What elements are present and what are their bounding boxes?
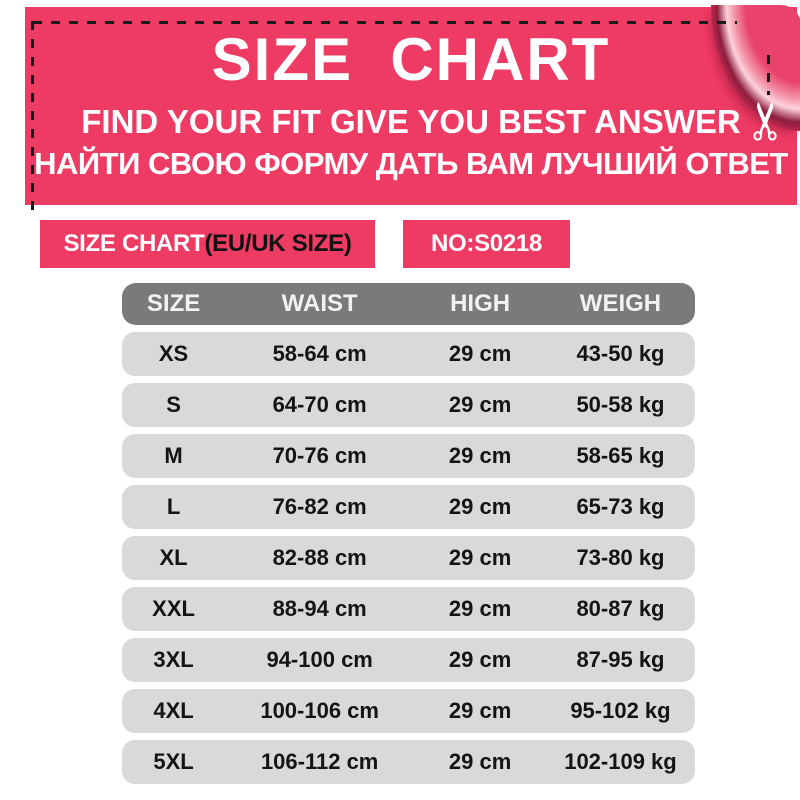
table-row: 4XL 100-106 cm 29 cm 95-102 kg	[122, 689, 695, 733]
size-table: SIZE WAIST HIGH WEIGH XS 58-64 cm 29 cm 43-50 …	[122, 283, 695, 784]
table-cell: 29 cm	[448, 545, 512, 570]
table-body: XS 58-64 cm 29 cm 43-50 kg S 64-70 cm 29 cm 50-…	[122, 332, 695, 784]
table-cell: XL	[159, 545, 188, 570]
table-cell: XS	[158, 341, 189, 366]
chart-label-size-system: (EU/UK SIZE)	[204, 230, 352, 257]
chart-label-main: SIZE CHART	[63, 230, 205, 257]
table-header-row: SIZE WAIST HIGH WEIGH	[122, 283, 695, 325]
table-cell: 70-76 cm	[272, 443, 367, 468]
table-cell: 43-50 kg	[576, 341, 665, 366]
banner-subtitle-ru: НАЙТИ СВОЮ ФОРМУ ДАТЬ ВАМ ЛУЧШИЙ ОТВЕТ	[34, 146, 788, 182]
cut-line-right	[767, 55, 770, 95]
table-cell: 29 cm	[448, 443, 512, 468]
banner-title: SIZE CHART	[211, 26, 611, 93]
table-cell: 50-58 kg	[576, 392, 665, 417]
table-cell: 95-102 kg	[570, 698, 671, 723]
table-cell: 65-73 kg	[576, 494, 665, 519]
table-row: XS 58-64 cm 29 cm 43-50 kg	[122, 332, 695, 376]
banner: ✂ SIZE CHART FIND YOUR FIT GIVE YOU BEST…	[25, 5, 800, 219]
table-row: S 64-70 cm 29 cm 50-58 kg	[122, 383, 695, 427]
scissors-icon: ✂	[737, 99, 797, 143]
table-cell: 88-94 cm	[272, 596, 367, 621]
banner-subtitle-en: FIND YOUR FIT GIVE YOU BEST ANSWER	[81, 103, 741, 140]
cut-line-left	[31, 21, 34, 219]
cut-line-top	[33, 21, 737, 24]
column-header-high: HIGH	[450, 290, 511, 317]
table-cell: 29 cm	[448, 392, 512, 417]
table-row: XXL 88-94 cm 29 cm 80-87 kg	[122, 587, 695, 631]
table-cell: 80-87 kg	[576, 596, 665, 621]
table-cell: 82-88 cm	[272, 545, 367, 570]
table-cell: 29 cm	[448, 698, 512, 723]
table-cell: 29 cm	[448, 749, 512, 774]
table-cell: 58-64 cm	[272, 341, 367, 366]
column-header-size: SIZE	[146, 290, 201, 317]
table-cell: 29 cm	[448, 647, 512, 672]
table-cell: 29 cm	[448, 341, 512, 366]
product-number-block: NO:S0218	[403, 220, 570, 268]
table-cell: 76-82 cm	[272, 494, 367, 519]
table-cell: S	[166, 392, 181, 417]
table-cell: 64-70 cm	[272, 392, 367, 417]
table-cell: 94-100 cm	[266, 647, 373, 672]
table-cell: M	[164, 443, 183, 468]
table-cell: 73-80 kg	[576, 545, 665, 570]
table-cell: 106-112 cm	[260, 749, 379, 774]
table-cell: 29 cm	[448, 596, 512, 621]
table-cell: L	[166, 494, 181, 519]
table-row: L 76-82 cm 29 cm 65-73 kg	[122, 485, 695, 529]
chart-label-block: SIZE CHART (EU/UK SIZE)	[40, 220, 375, 268]
table-row: M 70-76 cm 29 cm 58-65 kg	[122, 434, 695, 478]
table-row: 5XL 106-112 cm 29 cm 102-109 kg	[122, 740, 695, 784]
table-row: XL 82-88 cm 29 cm 73-80 kg	[122, 536, 695, 580]
table-cell: XXL	[152, 596, 195, 621]
column-header-weigh: WEIGH	[579, 290, 662, 317]
table-cell: 4XL	[153, 698, 194, 723]
table-cell: 29 cm	[448, 494, 512, 519]
table-cell: 102-109 kg	[564, 749, 677, 774]
table-cell: 5XL	[153, 749, 194, 774]
table-cell: 3XL	[153, 647, 194, 672]
column-header-waist: WAIST	[281, 290, 358, 317]
table-cell: 58-65 kg	[576, 443, 665, 468]
product-number: NO:S0218	[431, 230, 542, 257]
table-row: 3XL 94-100 cm 29 cm 87-95 kg	[122, 638, 695, 682]
table-cell: 87-95 kg	[576, 647, 665, 672]
table-cell: 100-106 cm	[260, 698, 379, 723]
